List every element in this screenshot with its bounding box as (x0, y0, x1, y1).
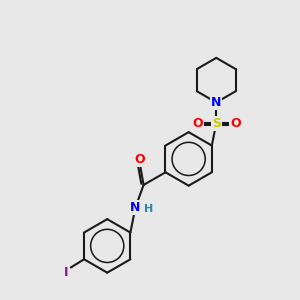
Text: N: N (130, 201, 141, 214)
Text: O: O (192, 117, 202, 130)
Text: H: H (144, 204, 154, 214)
Text: I: I (64, 266, 68, 279)
Text: S: S (212, 117, 221, 130)
Text: N: N (211, 96, 221, 109)
Text: N: N (211, 96, 221, 109)
Text: O: O (230, 117, 241, 130)
Text: O: O (134, 153, 145, 166)
